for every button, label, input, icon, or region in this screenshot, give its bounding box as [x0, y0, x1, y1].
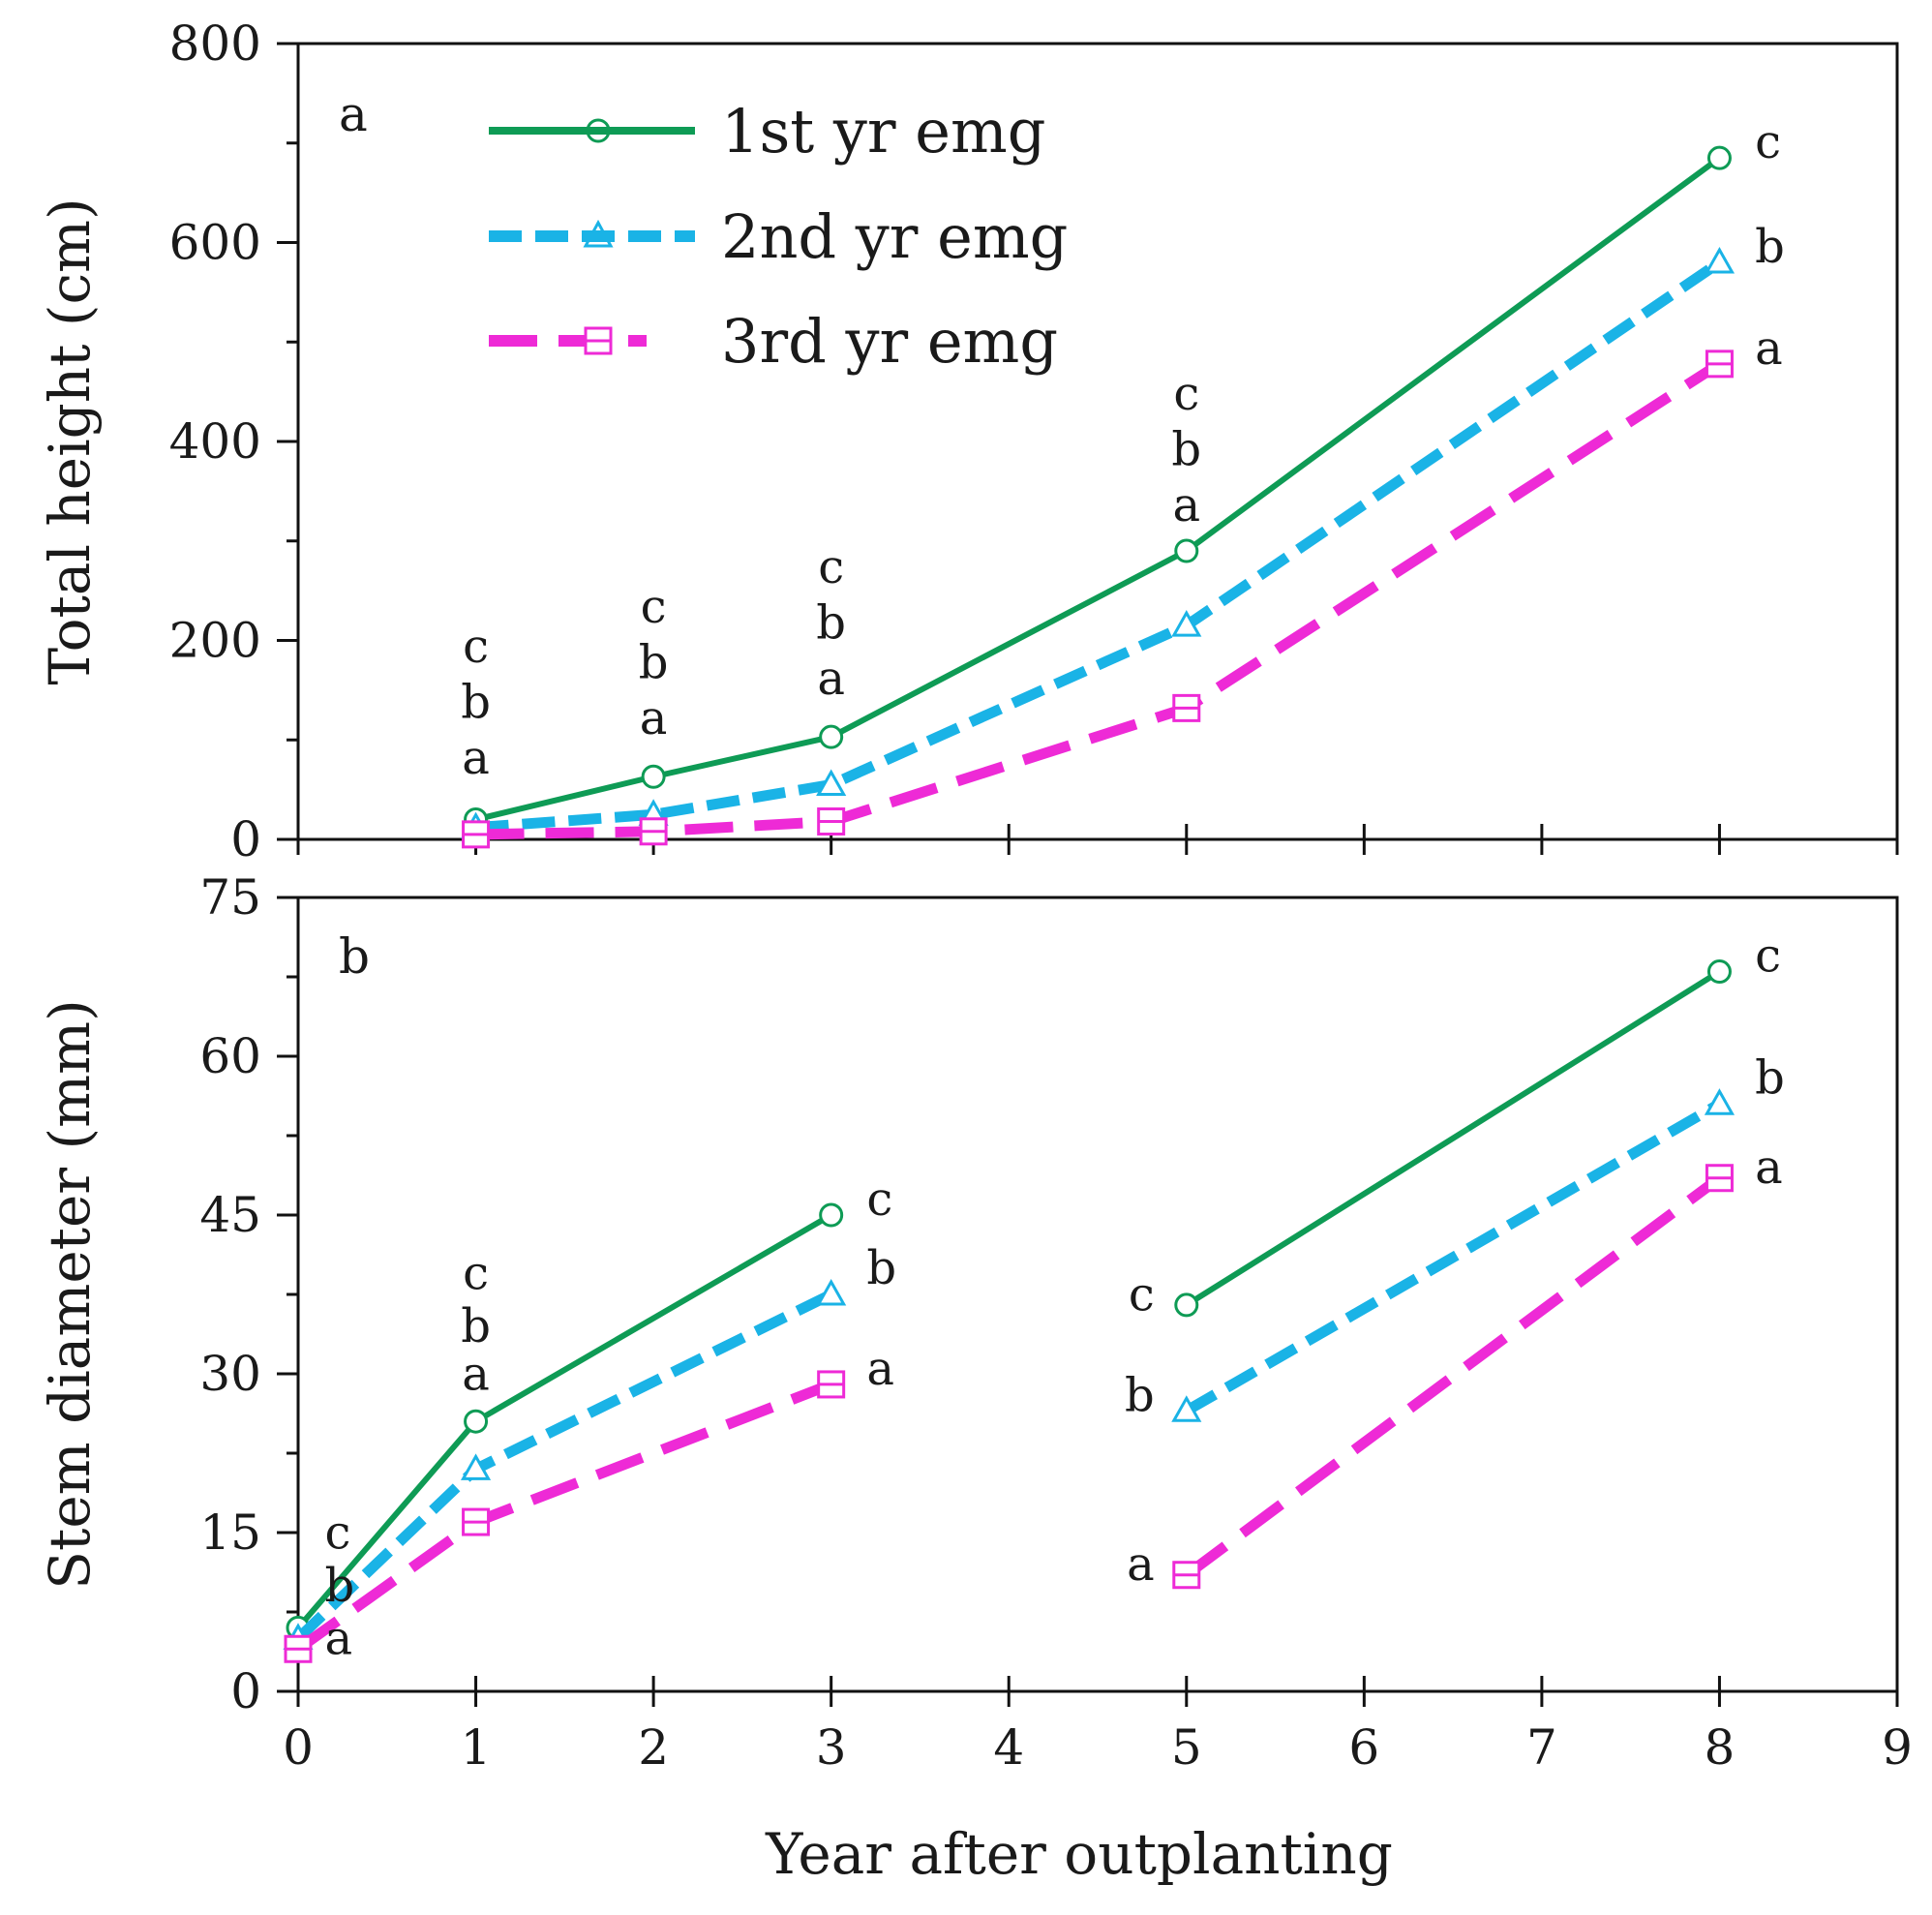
diameter-series-layer — [283, 959, 1736, 1663]
diameter-significance-letter: a — [325, 1612, 353, 1666]
x-axis-title: Year after outplanting — [765, 1821, 1393, 1887]
legend-item-2nd-yr-emg: 2nd yr emg — [489, 201, 1068, 272]
diameter-point-2nd-yr-emg — [816, 1278, 847, 1306]
height-axis-ticks: 0 200 400 600 800 — [169, 15, 1899, 867]
height-point-2nd-yr-emg — [816, 769, 847, 796]
diameter-line-3rd-yr-emg — [1183, 1173, 1723, 1580]
diameter-x-tick-label: 7 — [1526, 1719, 1557, 1776]
legend-label-2nd-yr-emg: 2nd yr emg — [721, 201, 1068, 272]
diameter-significance-letter: a — [866, 1342, 894, 1396]
diameter-point-1st-yr-emg — [1174, 1292, 1199, 1318]
diameter-point-1st-yr-emg — [464, 1409, 489, 1434]
diameter-point-2nd-yr-emg — [1171, 1395, 1202, 1422]
diameter-point-2nd-yr-emg — [460, 1453, 492, 1480]
height-point-1st-yr-emg — [1174, 538, 1199, 563]
diameter-line-1st-yr-emg — [1185, 968, 1722, 1308]
height-y-tick-label: 0 — [230, 811, 261, 867]
diameter-x-tick-label: 9 — [1882, 1719, 1913, 1776]
height-significance-letter: a — [1172, 478, 1200, 532]
height-panel-label: a — [339, 86, 368, 142]
diameter-significance-letter: c — [1129, 1267, 1155, 1322]
legend-marker-1st-yr-emg — [586, 118, 611, 143]
diameter-significance-letter: b — [1125, 1368, 1155, 1422]
diameter-significance-letter: a — [1127, 1537, 1155, 1592]
diameter-x-tick-label: 8 — [1705, 1719, 1736, 1776]
height-plot-frame — [296, 42, 1899, 841]
height-y-tick-label: 200 — [169, 613, 261, 669]
diameter-plot-frame — [296, 896, 1899, 1693]
height-y-tick-label: 400 — [169, 413, 261, 470]
diameter-point-1st-yr-emg — [1706, 959, 1732, 985]
diameter-x-tick-label: 0 — [283, 1719, 314, 1776]
legend: 1st yr emg 2nd yr emg 3rd yr emg — [489, 96, 1068, 377]
diameter-significance-letter: c — [463, 1247, 489, 1301]
diameter-x-tick-label: 5 — [1171, 1719, 1202, 1776]
diameter-panel-label: b — [339, 928, 370, 985]
diameter-significance-letter: c — [1755, 929, 1781, 984]
diameter-point-2nd-yr-emg — [1704, 1088, 1736, 1115]
height-significance-letter: a — [462, 731, 490, 785]
height-y-axis-title: Total height (cm) — [37, 198, 103, 684]
diameter-y-tick-label: 75 — [199, 869, 261, 926]
height-significance-letter: c — [463, 620, 489, 674]
height-point-1st-yr-emg — [1706, 145, 1732, 170]
height-significance-letter: b — [816, 595, 846, 650]
height-significance-letter: c — [818, 540, 844, 594]
height-significance-letter: b — [1171, 423, 1201, 477]
height-significance-letter: a — [817, 652, 845, 706]
diameter-significance-letter: b — [461, 1299, 491, 1353]
height-significance-letter: b — [639, 636, 669, 690]
height-line-2nd-yr-emg — [475, 258, 1723, 834]
legend-label-1st-yr-emg: 1st yr emg — [721, 96, 1045, 167]
diameter-significance-letter: b — [325, 1559, 355, 1613]
diameter-x-tick-label: 6 — [1348, 1719, 1379, 1776]
diameter-y-tick-label: 45 — [199, 1187, 261, 1243]
height-y-tick-label: 600 — [169, 215, 261, 271]
diameter-significance-letter: a — [1755, 1140, 1783, 1195]
height-series-layer — [460, 145, 1736, 849]
height-point-1st-yr-emg — [641, 764, 666, 789]
diameter-significance-letter: b — [866, 1241, 896, 1295]
height-significance-letter: c — [1173, 367, 1199, 421]
diameter-significance-letter: c — [866, 1172, 892, 1227]
diameter-y-tick-label: 60 — [199, 1028, 261, 1084]
height-significance-letter: a — [1755, 321, 1783, 376]
diameter-point-1st-yr-emg — [819, 1202, 844, 1228]
diameter-x-tick-label: 3 — [816, 1719, 847, 1776]
diameter-x-tick-label: 2 — [638, 1719, 669, 1776]
height-y-tick-label: 800 — [169, 15, 261, 72]
height-significance-letter: b — [1755, 220, 1785, 274]
height-significance-letter: b — [461, 676, 491, 730]
diameter-line-2nd-yr-emg — [1184, 1099, 1723, 1416]
diameter-x-tick-label: 4 — [993, 1719, 1024, 1776]
height-significance-letter: c — [1755, 115, 1781, 169]
height-point-2nd-yr-emg — [1171, 610, 1202, 637]
height-point-2nd-yr-emg — [1704, 247, 1736, 274]
diameter-x-tick-label: 1 — [461, 1719, 492, 1776]
diameter-y-tick-label: 30 — [199, 1346, 261, 1402]
legend-item-3rd-yr-emg: 3rd yr emg — [489, 306, 1058, 377]
diameter-y-axis-title: Stem diameter (mm) — [37, 999, 103, 1589]
legend-marker-2nd-yr-emg — [583, 219, 614, 248]
height-significance-letter: c — [641, 580, 667, 634]
height-significance-letter: a — [640, 691, 668, 745]
diameter-y-tick-label: 15 — [199, 1505, 261, 1561]
diameter-significance-letter: a — [462, 1347, 490, 1401]
height-point-1st-yr-emg — [819, 724, 844, 749]
diameter-y-tick-label: 0 — [230, 1663, 261, 1719]
legend-label-3rd-yr-emg: 3rd yr emg — [721, 306, 1058, 377]
diameter-significance-letter: b — [1755, 1050, 1785, 1105]
legend-item-1st-yr-emg: 1st yr emg — [489, 96, 1045, 167]
diameter-significance-letter: c — [325, 1505, 351, 1560]
